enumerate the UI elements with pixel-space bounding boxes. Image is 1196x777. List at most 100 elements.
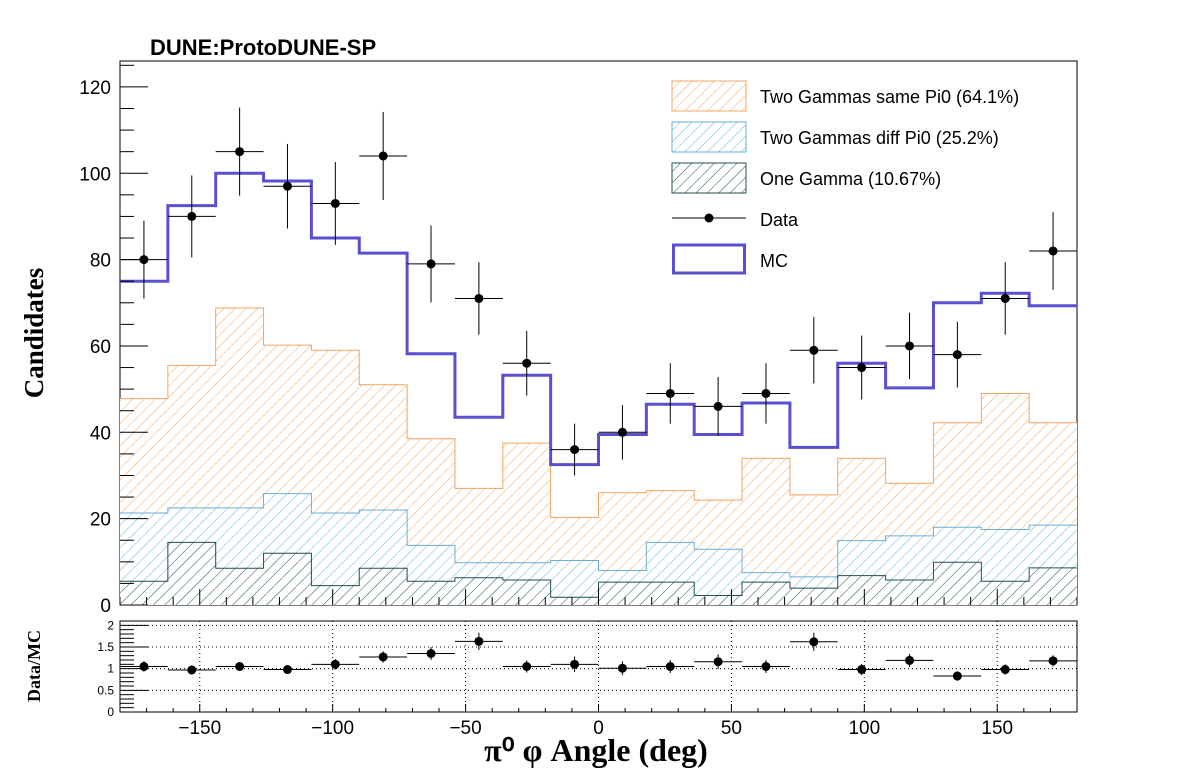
bar-one-gamma — [120, 581, 168, 605]
data-point — [215, 107, 264, 196]
ratio-point — [167, 665, 216, 675]
legend-swatch-diff-pi0 — [671, 121, 747, 153]
ratio-marker — [378, 652, 388, 662]
ratio-point — [120, 661, 168, 672]
ratio-y-tick-label: 0 — [107, 705, 114, 719]
ratio-marker — [522, 662, 532, 671]
legend-label-diff-pi0: Two Gammas diff Pi0 (25.2%) — [760, 128, 999, 148]
bar-one-gamma — [885, 579, 934, 605]
data-marker — [1000, 293, 1010, 303]
y-tick-label: 0 — [100, 596, 111, 617]
ratio-y-tick-label: 0.5 — [97, 683, 114, 697]
legend-swatch-same-pi0 — [671, 80, 747, 112]
data-marker — [378, 151, 388, 161]
data-marker — [426, 259, 436, 269]
x-tick-label: 150 — [981, 718, 1013, 739]
bar-two-gammas-diff-pi0-outline — [120, 493, 1077, 578]
ratio-point — [1029, 655, 1077, 667]
data-point — [837, 335, 886, 400]
chart-title: DUNE:ProtoDUNE-SP — [150, 35, 376, 60]
ratio-marker — [282, 665, 292, 675]
bar-one-gamma — [1029, 567, 1077, 605]
y-tick-label: 100 — [79, 164, 111, 185]
bar-one-gamma — [454, 577, 503, 605]
bar-one-gamma — [742, 582, 790, 605]
data-marker — [570, 445, 580, 455]
bar-one-gamma — [311, 585, 360, 605]
ratio-point — [789, 632, 838, 651]
legend-entry-data: Data — [672, 210, 799, 230]
data-marker — [905, 341, 915, 351]
ratio-point — [933, 671, 982, 681]
data-point — [359, 111, 408, 201]
bar-one-gamma — [981, 581, 1030, 605]
ratio-point — [311, 659, 360, 670]
data-point — [311, 162, 360, 245]
ratio-marker — [570, 659, 580, 669]
ratio-marker — [330, 659, 340, 669]
legend-label-same-pi0: Two Gammas same Pi0 (64.1%) — [760, 87, 1019, 107]
ratio-marker — [1000, 665, 1010, 675]
y-tick-label: 120 — [79, 78, 111, 99]
ratio-point — [981, 664, 1030, 675]
ratio-marker — [474, 636, 484, 646]
x-tick-label: −50 — [449, 718, 481, 739]
y-tick-label: 60 — [90, 337, 111, 358]
y-tick-label: 80 — [90, 251, 111, 272]
data-marker — [1048, 246, 1058, 256]
bar-two-gammas-same-pi0-outline — [120, 307, 1077, 518]
bar-one-gamma — [407, 581, 455, 605]
bar-one-gamma — [215, 568, 264, 605]
data-marker — [809, 345, 819, 355]
data-marker — [617, 427, 627, 437]
bar-one-gamma — [167, 542, 216, 605]
ratio-marker — [809, 637, 819, 647]
ratio-marker — [952, 671, 962, 681]
bar-one-gamma — [837, 575, 886, 605]
legend-label-data: Data — [760, 210, 799, 230]
ratio-marker — [426, 649, 436, 658]
ratio-marker — [235, 662, 245, 671]
ratio-marker — [713, 657, 723, 667]
ratio-y-axis-label: Data/MC — [24, 630, 44, 702]
data-point — [167, 175, 216, 258]
data-marker — [761, 388, 771, 398]
ratio-point — [837, 663, 886, 676]
ratio-point — [407, 647, 455, 660]
x-tick-label: 0 — [593, 718, 604, 739]
x-tick-label: −150 — [178, 718, 221, 739]
x-tick-label: −100 — [311, 718, 354, 739]
x-tick-label: 50 — [721, 718, 742, 739]
data-point — [1029, 212, 1077, 290]
ratio-y-axis: 0 0.5 1 1.5 2 — [97, 618, 148, 719]
bar-one-gamma — [502, 579, 551, 605]
data-point — [694, 377, 743, 436]
x-axis-label: π⁰ φ Angle (deg) — [484, 732, 708, 768]
ratio-marker — [617, 663, 627, 673]
ratio-marker — [665, 662, 675, 671]
stack-layer — [120, 307, 1077, 605]
ratio-marker — [761, 662, 771, 671]
data-point — [981, 262, 1030, 335]
ratio-point — [502, 660, 551, 673]
x-tick-label: 100 — [848, 718, 880, 739]
legend-label-mc: MC — [760, 251, 788, 271]
bar-one-gamma — [789, 588, 838, 605]
bar-one-gamma — [694, 595, 743, 605]
ratio-y-tick-label: 2 — [107, 618, 114, 632]
ratio-marker — [187, 665, 197, 675]
data-point — [885, 312, 934, 380]
data-marker — [235, 147, 245, 157]
data-point — [598, 405, 647, 460]
legend-marker-data — [704, 213, 714, 223]
data-point — [550, 423, 599, 476]
data-point — [263, 143, 312, 229]
x-axis: −150 −100 −50 0 50 100 150 — [178, 718, 1013, 739]
data-marker — [857, 363, 867, 373]
data-point — [502, 330, 551, 396]
ratio-marker — [139, 662, 149, 671]
ratio-point — [742, 660, 790, 673]
data-point — [789, 317, 838, 384]
bar-one-gamma — [550, 597, 599, 605]
data-point — [646, 363, 695, 424]
